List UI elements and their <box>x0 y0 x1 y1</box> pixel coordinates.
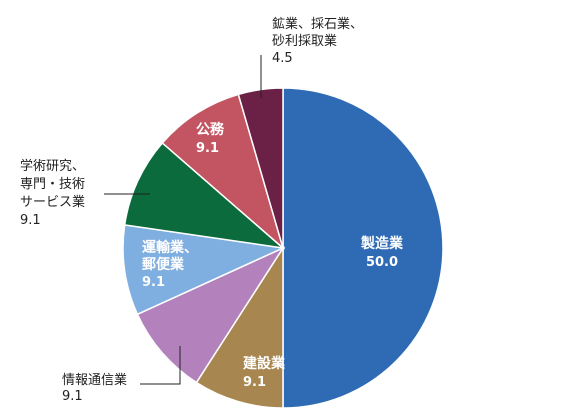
slice-category-label: 運輸業、 <box>142 239 198 256</box>
slice-category-label: 4.5 <box>272 51 293 66</box>
slice-category-label: 専門・技術 <box>20 177 85 192</box>
slice-category-label: 砂利採取業 <box>272 33 337 49</box>
pie-slice <box>237 87 284 249</box>
slice-category-label: 鉱業、採石業、 <box>272 16 363 32</box>
slice-category-label: 製造業 <box>360 235 404 252</box>
slice-category-label: 学術研究、 <box>20 158 85 174</box>
pie-slice <box>195 245 284 409</box>
pie-slices <box>122 87 444 409</box>
pie-slice <box>136 246 286 384</box>
leader-line <box>140 346 181 385</box>
slice-value-label: 9.1 <box>142 275 165 290</box>
slice-category-label: 郵便業 <box>142 256 185 273</box>
pie-slice <box>282 87 444 409</box>
slice-value-label: 50.0 <box>366 255 398 270</box>
slice-category-label: 情報通信業 <box>62 372 127 388</box>
leader-lines <box>104 55 262 385</box>
slice-labels: 製造業50.0建設業9.1情報通信業9.1運輸業、郵便業9.1学術研究、専門・技… <box>20 16 404 404</box>
pie-slice <box>123 141 286 250</box>
slice-value-label: 9.1 <box>243 375 266 390</box>
slice-value-label: 9.1 <box>196 141 219 156</box>
slice-category-label: 9.1 <box>20 213 41 228</box>
slice-category-label: 公務 <box>196 121 225 138</box>
pie-slice <box>122 224 286 316</box>
pie-slice <box>161 93 285 251</box>
slice-category-label: サービス業 <box>20 194 85 210</box>
slice-category-label: 建設業 <box>243 355 286 372</box>
slice-category-label: 9.1 <box>62 389 83 404</box>
